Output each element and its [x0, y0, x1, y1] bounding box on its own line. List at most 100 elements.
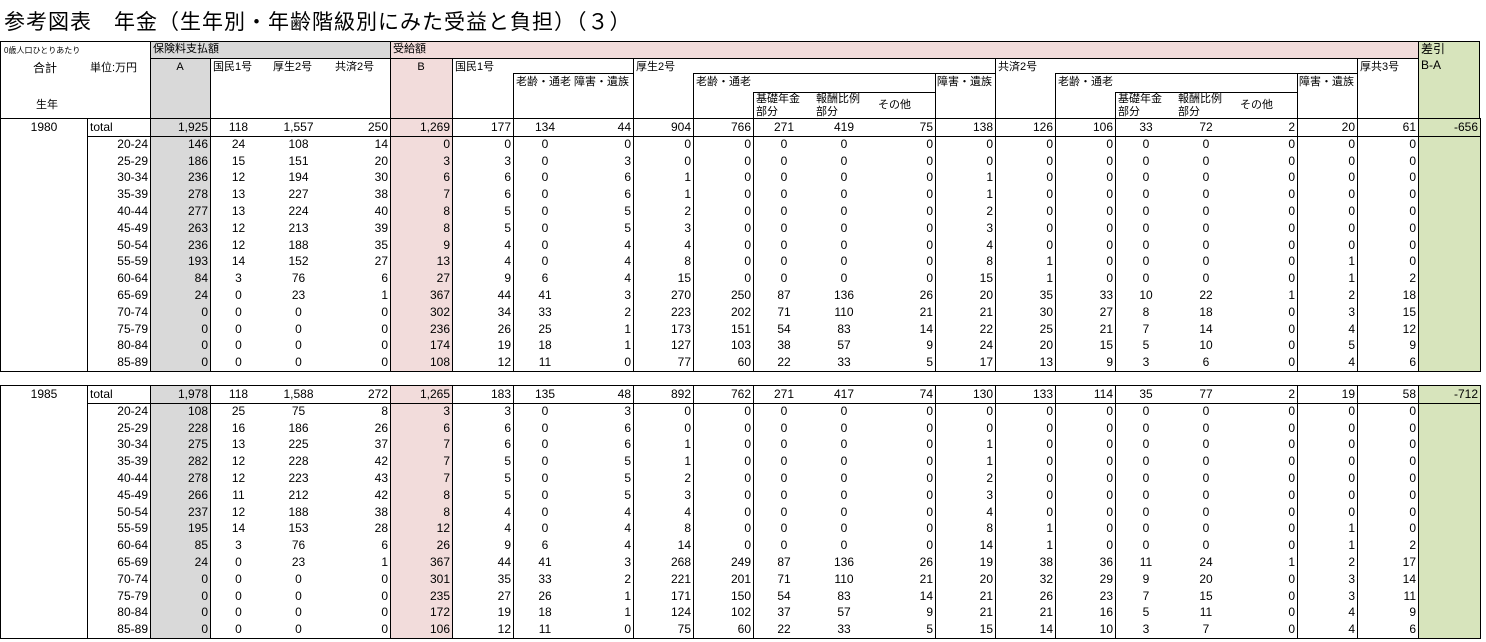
kyosai-rorei-cell: 15 [1056, 337, 1116, 354]
kokumin-shogai-cell: 6 [576, 420, 634, 437]
premium-a-cell: 24 [151, 554, 211, 571]
premium-kokumin-cell: 16 [231, 421, 246, 435]
kyosai-hoshu-label: 報酬比例部分 [1178, 93, 1222, 118]
kyosai-kiso-cell: 0 [1142, 521, 1150, 535]
kosei-rorei-cell: 0 [694, 270, 754, 287]
kokyo3-cell: 9 [1358, 337, 1419, 354]
birth-year-cell [1, 403, 88, 420]
kosei-kiso-cell: 0 [780, 538, 788, 552]
kokumin-shogai-cell: 4 [576, 520, 634, 537]
kokumin-rorei-cell: 0 [541, 254, 549, 268]
kosei-sonota-cell: 0 [874, 237, 936, 254]
premium-kosei-cell: 186 [288, 421, 309, 435]
kosei-shogai-cell: 0 [936, 420, 996, 437]
kokumin-rorei-cell: 26 [538, 589, 552, 603]
table-row: 65-69 24 0 23 1 367 44 41 3 268 249 87 136 26 19 38 36 11… [1, 554, 1481, 571]
kokumin-shogai-cell: 4 [576, 537, 634, 554]
kyosai-hoshu-cell: 0 [1202, 421, 1210, 435]
birth-year-cell [1, 220, 88, 237]
kokumin-rorei-cell: 0 [541, 505, 549, 519]
kyosai-hoshu-cell: 0 [1202, 238, 1210, 252]
kosei-shogai-cell: 3 [936, 487, 996, 504]
premium-kokumin-cell: 0 [235, 622, 242, 636]
premium-a-cell: 0 [151, 621, 211, 638]
premium-kokumin-cell: 13 [231, 437, 246, 451]
birth-year-cell [1, 487, 88, 504]
birth-year-cell [1, 554, 88, 571]
kyosai-total-cell: 1 [996, 520, 1056, 537]
kokumin-rorei-cell: 0 [541, 137, 549, 151]
kokumin-rorei-cell: 0 [541, 154, 549, 168]
kyosai-shogai-cell: 1 [1298, 537, 1358, 554]
kyosai-rorei-cell: 0 [1056, 153, 1116, 170]
kokyo3-cell: 6 [1358, 354, 1419, 371]
premium-kyosai-cell: 0 [331, 621, 391, 638]
premium-kosei-cell: 212 [288, 488, 309, 502]
difference-cell [1419, 504, 1481, 521]
premium-a-cell: 275 [151, 436, 211, 453]
kosei-rorei-cell: 250 [694, 287, 754, 304]
benefit-b-cell: 7 [391, 186, 453, 203]
column-fill [1418, 119, 1480, 371]
kosei-sonota-cell: 0 [874, 220, 936, 237]
kokumin-shogai-cell: 0 [576, 136, 634, 153]
kyosai-kiso-cell: 0 [1142, 154, 1150, 168]
kosei-rorei-cell: 0 [694, 136, 754, 153]
benefit-b-cell: 7 [391, 453, 453, 470]
premium-breakdown-header: 国民1号 厚生2号 共済2号 [210, 58, 391, 119]
premium-kokumin-cell: 0 [235, 572, 242, 586]
kyosai-total-cell: 0 [996, 220, 1056, 237]
benefit-b-cell: 8 [391, 220, 453, 237]
kosei-hoshu-cell: 0 [840, 187, 848, 201]
kosei-shogai-cell: 21 [936, 604, 996, 621]
premium-a-cell: 237 [151, 504, 211, 521]
kokyo3-cell: 18 [1358, 287, 1419, 304]
kosei-shogai-cell: 1 [936, 169, 996, 186]
kyosai-rorei-cell: 21 [1056, 321, 1116, 338]
age-group-cell: 80-84 [88, 604, 151, 621]
kosei-sonota-cell: 0 [874, 487, 936, 504]
kosei-rorei-cell: 0 [694, 186, 754, 203]
kosei-kiso-cell: 22 [777, 355, 791, 369]
kokumin-rorei-cell: 11 [538, 622, 552, 636]
premium-kosei-cell: 188 [288, 505, 309, 519]
kyosai-kiso-cell: 35 [1139, 387, 1153, 401]
kokumin-sub-header: 老齢・通老 障害・遺族 [513, 73, 634, 119]
premium-kosei-cell: 0 [295, 322, 302, 336]
kokyo3-cell: 0 [1358, 186, 1419, 203]
age-group-cell: 20-24 [88, 403, 151, 420]
kosei-hoshu-cell: 136 [833, 288, 855, 302]
premium-kokumin-cell: 0 [235, 355, 242, 369]
kosei-sonota-cell: 0 [874, 403, 936, 420]
kosei-kiso-cell: 0 [780, 221, 788, 235]
kyosai-hoshu-cell: 0 [1202, 204, 1210, 218]
premium-kosei-label: 厚生2号 [273, 61, 313, 73]
kosei-total-cell: 127 [634, 337, 694, 354]
kokyo3-cell: 61 [1358, 119, 1419, 136]
premium-kokumin-cell: 0 [235, 338, 242, 352]
kosei-kiso-cell: 0 [780, 488, 788, 502]
kosei-total-cell: 8 [634, 520, 694, 537]
kosei-sonota-cell: 0 [874, 420, 936, 437]
birth-year-cell [1, 504, 88, 521]
kokyo3-cell: 0 [1358, 237, 1419, 254]
kokyo3-cell: 0 [1358, 436, 1419, 453]
premium-total-label: A [176, 61, 184, 73]
kosei-kiso-cell: 37 [777, 605, 791, 619]
birth-year-cell [1, 420, 88, 437]
kyosai-total-cell: 21 [996, 604, 1056, 621]
year-block-1985: 1985 total 1,978 118 1,588 272 1,265 183 135 48 89… [0, 385, 1481, 639]
benefit-b-cell: 7 [391, 436, 453, 453]
kokyo3-cell: 9 [1358, 604, 1419, 621]
kyosai-total-cell: 0 [996, 470, 1056, 487]
kosei-sonota-cell: 0 [874, 520, 936, 537]
kosei-rorei-cell: 60 [694, 354, 754, 371]
age-group-cell: 50-54 [88, 504, 151, 521]
age-group-cell: 80-84 [88, 337, 151, 354]
kosei-kiso-cell: 0 [780, 170, 788, 184]
difference-cell: -712 [1419, 386, 1481, 403]
kyosai-shogai-cell: 4 [1298, 354, 1358, 371]
kyosai-kiso-cell: 8 [1142, 305, 1150, 319]
kosei-hoshu-label: 報酬比例部分 [816, 93, 860, 118]
premium-kyosai-cell: 0 [331, 588, 391, 605]
